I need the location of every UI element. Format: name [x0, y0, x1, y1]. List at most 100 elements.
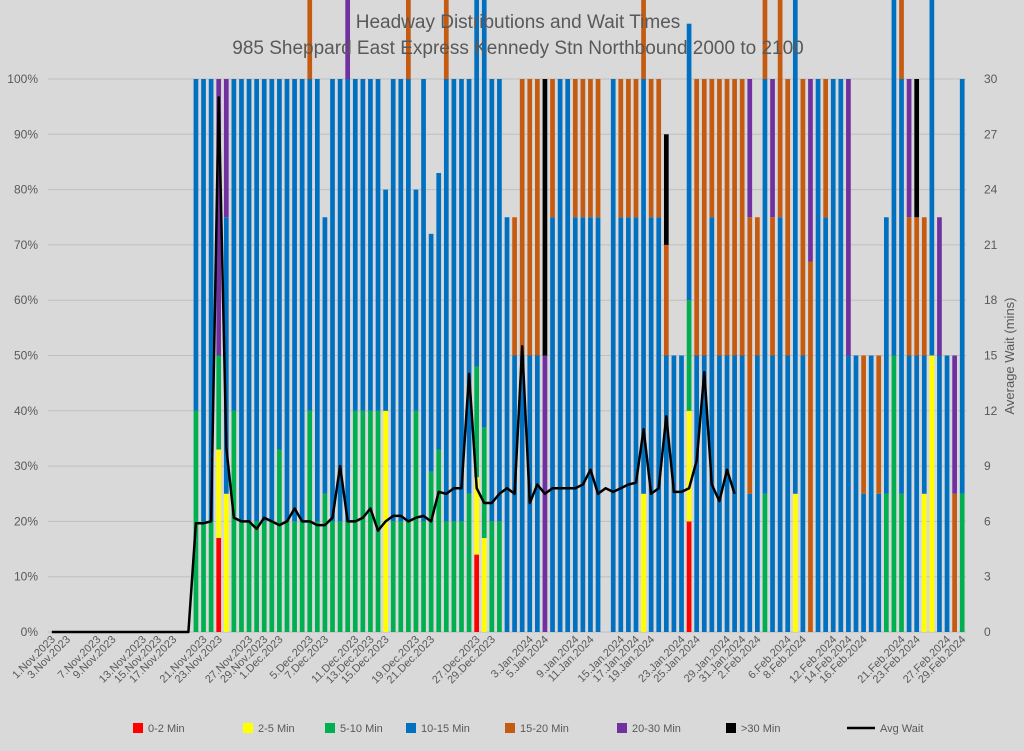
bar-segment	[284, 521, 290, 632]
left-tick-label: 20%	[14, 514, 38, 528]
legend-swatch	[726, 723, 736, 733]
bar-segment	[610, 79, 616, 632]
bar-segment	[914, 355, 920, 632]
bar-segment	[565, 79, 571, 632]
bar-segment	[223, 79, 229, 218]
bar-segment	[838, 79, 844, 632]
bar-segment	[663, 134, 669, 245]
bar-segment	[868, 355, 874, 632]
bar-segment	[663, 244, 669, 356]
bar-segment	[474, 366, 480, 478]
bar-segment	[436, 449, 442, 632]
bar-segment	[770, 79, 775, 218]
bar-segment	[785, 355, 791, 632]
bar-segment	[785, 79, 791, 356]
bar-segment	[557, 79, 563, 632]
bar-segment	[739, 355, 745, 632]
right-tick-label: 3	[984, 570, 991, 584]
bar-segment	[588, 79, 593, 218]
bar-segment	[747, 217, 753, 494]
bar-segment	[390, 521, 396, 632]
left-tick-label: 80%	[14, 183, 38, 197]
bar-segment	[671, 355, 677, 632]
right-tick-label: 27	[984, 127, 998, 141]
bar-segment	[208, 79, 214, 522]
bar-segment	[846, 79, 851, 356]
right-axis-label: Average Wait (mins)	[1002, 297, 1017, 414]
bar-segment	[269, 79, 275, 522]
bar-segment	[443, 521, 449, 632]
left-tick-label: 70%	[14, 238, 38, 252]
bar-segment	[914, 217, 920, 356]
bar-segment	[345, 521, 351, 632]
chart-title: Headway Distributions and Wait Times	[356, 12, 681, 33]
bar-segment	[368, 410, 373, 632]
bar-segment	[292, 521, 297, 632]
bar-segment	[937, 217, 942, 356]
bar-segment	[686, 300, 692, 411]
bar-segment	[307, 0, 313, 79]
bar-segment	[861, 493, 866, 632]
bar-segment	[299, 79, 305, 522]
bar-segment	[254, 79, 259, 522]
bar-segment	[641, 79, 646, 494]
bar-segment	[481, 537, 487, 632]
bar-segment	[443, 0, 449, 79]
bar-segment	[406, 0, 411, 79]
bar-segment	[451, 521, 457, 632]
bar-segment	[489, 521, 495, 632]
bar-segment	[292, 79, 297, 522]
legend-label: 2-5 Min	[258, 723, 295, 735]
bar-segment	[694, 355, 700, 632]
bar-segment	[208, 521, 214, 632]
right-tick-label: 6	[984, 514, 991, 528]
bar-segment	[641, 493, 646, 632]
bar-segment	[641, 0, 646, 79]
legend-swatch	[133, 723, 143, 733]
bar-segment	[580, 79, 586, 218]
bar-segment	[246, 79, 252, 522]
right-tick-label: 21	[984, 238, 998, 252]
bar-segment	[519, 355, 525, 632]
right-tick-label: 9	[984, 459, 991, 473]
bar-segment	[322, 217, 328, 494]
bar-segment	[747, 493, 753, 632]
bar-segment	[883, 217, 889, 494]
legend-label: 0-2 Min	[148, 723, 185, 735]
bar-segment	[223, 493, 229, 632]
bar-segment	[269, 521, 275, 632]
bar-segment	[451, 79, 457, 522]
bar-segment	[959, 493, 965, 632]
right-tick-label: 0	[984, 625, 991, 639]
chart-subtitle: 985 Sheppard East Express Kennedy Stn No…	[232, 38, 803, 59]
bar-segment	[421, 79, 426, 522]
bar-segment	[777, 0, 783, 218]
bar-segment	[701, 79, 707, 356]
bar-segment	[792, 0, 798, 494]
bar-segment	[762, 0, 768, 79]
bar-segment	[406, 521, 411, 632]
bar-segment	[223, 217, 229, 494]
avg-wait-line	[51, 96, 736, 634]
bar-segment	[618, 79, 624, 218]
bar-segment	[193, 79, 199, 411]
bar-segment	[474, 0, 480, 367]
legend-swatch	[243, 723, 253, 733]
left-tick-label: 90%	[14, 127, 38, 141]
left-tick-label: 50%	[14, 349, 38, 363]
bar-segment	[846, 355, 851, 632]
bar-segment	[959, 79, 965, 494]
bar-segment	[459, 521, 464, 632]
right-tick-label: 30	[984, 72, 998, 86]
bar-segment	[459, 79, 464, 522]
bar-segment	[876, 493, 882, 632]
bar-segment	[921, 217, 927, 356]
bar-segment	[694, 79, 700, 356]
bar-segment	[246, 521, 252, 632]
bar-segment	[626, 217, 631, 632]
bar-segment	[808, 261, 813, 632]
bar-segment	[906, 217, 912, 356]
bar-segment	[717, 79, 722, 356]
right-tick-label: 12	[984, 404, 998, 418]
